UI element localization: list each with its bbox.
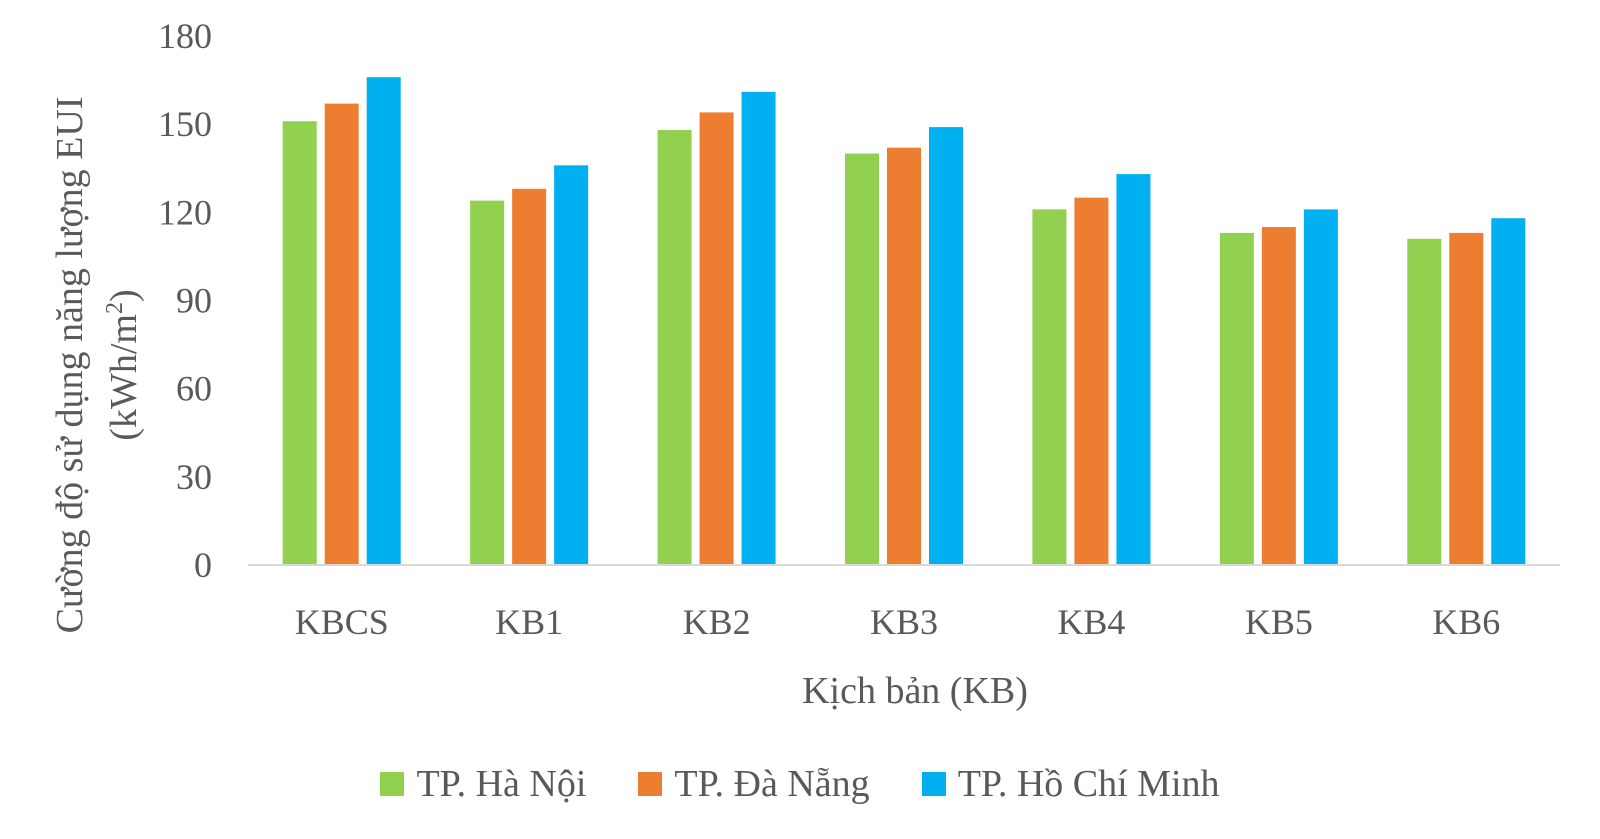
bar	[1261, 227, 1296, 565]
bar	[1449, 232, 1484, 565]
legend-item: TP. Hà Nội	[380, 762, 586, 806]
bar	[887, 147, 921, 565]
x-tick-label: KB5	[1245, 602, 1313, 642]
bar	[741, 91, 776, 565]
y-axis-title-line2: (kWh/m2)	[102, 289, 145, 440]
bar	[1407, 238, 1442, 566]
y-tick-label: 180	[158, 16, 212, 56]
bar	[554, 165, 589, 566]
bar	[1303, 209, 1338, 565]
x-tick-label: KB2	[683, 602, 751, 642]
x-tick-label: KB3	[870, 602, 938, 642]
bar	[1074, 197, 1109, 565]
bar	[845, 153, 879, 566]
bar	[470, 200, 505, 566]
legend-label: TP. Hồ Chí Minh	[957, 763, 1220, 805]
y-tick-label: 60	[176, 369, 212, 409]
bar	[1032, 209, 1067, 565]
bar	[1491, 218, 1526, 565]
y-tick-label: 30	[176, 457, 212, 497]
bars	[282, 77, 1526, 566]
bar	[366, 77, 401, 566]
bar	[282, 121, 317, 565]
x-tick-label: KB4	[1057, 602, 1125, 642]
legend: TP. Hà Nội TP. Đà Nẵng TP. Hồ Chí Minh	[0, 762, 1600, 806]
x-axis-title: Kịch bản (KB)	[802, 670, 1028, 712]
y-tick-label: 150	[158, 104, 212, 144]
legend-swatch	[638, 772, 663, 796]
legend-item: TP. Hồ Chí Minh	[921, 762, 1220, 806]
bar	[929, 127, 963, 565]
y-tick-label: 0	[194, 545, 212, 585]
y-axis-title-line1: Cường độ sử dụng năng lượng EUI	[49, 97, 91, 634]
y-axis: 0 30 60 90 120 150 180	[158, 16, 212, 585]
x-tick-label: KB6	[1432, 602, 1500, 642]
bar	[699, 112, 734, 566]
x-axis: KBCS KB1 KB2 KB3 KB4 KB5 KB6	[295, 602, 1501, 642]
bar	[1116, 174, 1151, 565]
y-tick-label: 120	[158, 192, 212, 232]
bar	[657, 130, 692, 566]
legend-label: TP. Đà Nẵng	[674, 763, 870, 805]
bar	[324, 103, 359, 565]
bar	[512, 188, 547, 566]
legend-label: TP. Hà Nội	[416, 763, 587, 805]
x-tick-label: KB1	[495, 602, 563, 642]
legend-item: TP. Đà Nẵng	[638, 762, 870, 806]
legend-swatch	[380, 772, 405, 796]
bar	[1219, 232, 1254, 565]
y-axis-title: Cường độ sử dụng năng lượng EUI (kWh/m2)	[49, 97, 145, 634]
x-tick-label: KBCS	[295, 602, 389, 642]
y-tick-label: 90	[176, 281, 212, 321]
legend-swatch	[921, 772, 946, 796]
